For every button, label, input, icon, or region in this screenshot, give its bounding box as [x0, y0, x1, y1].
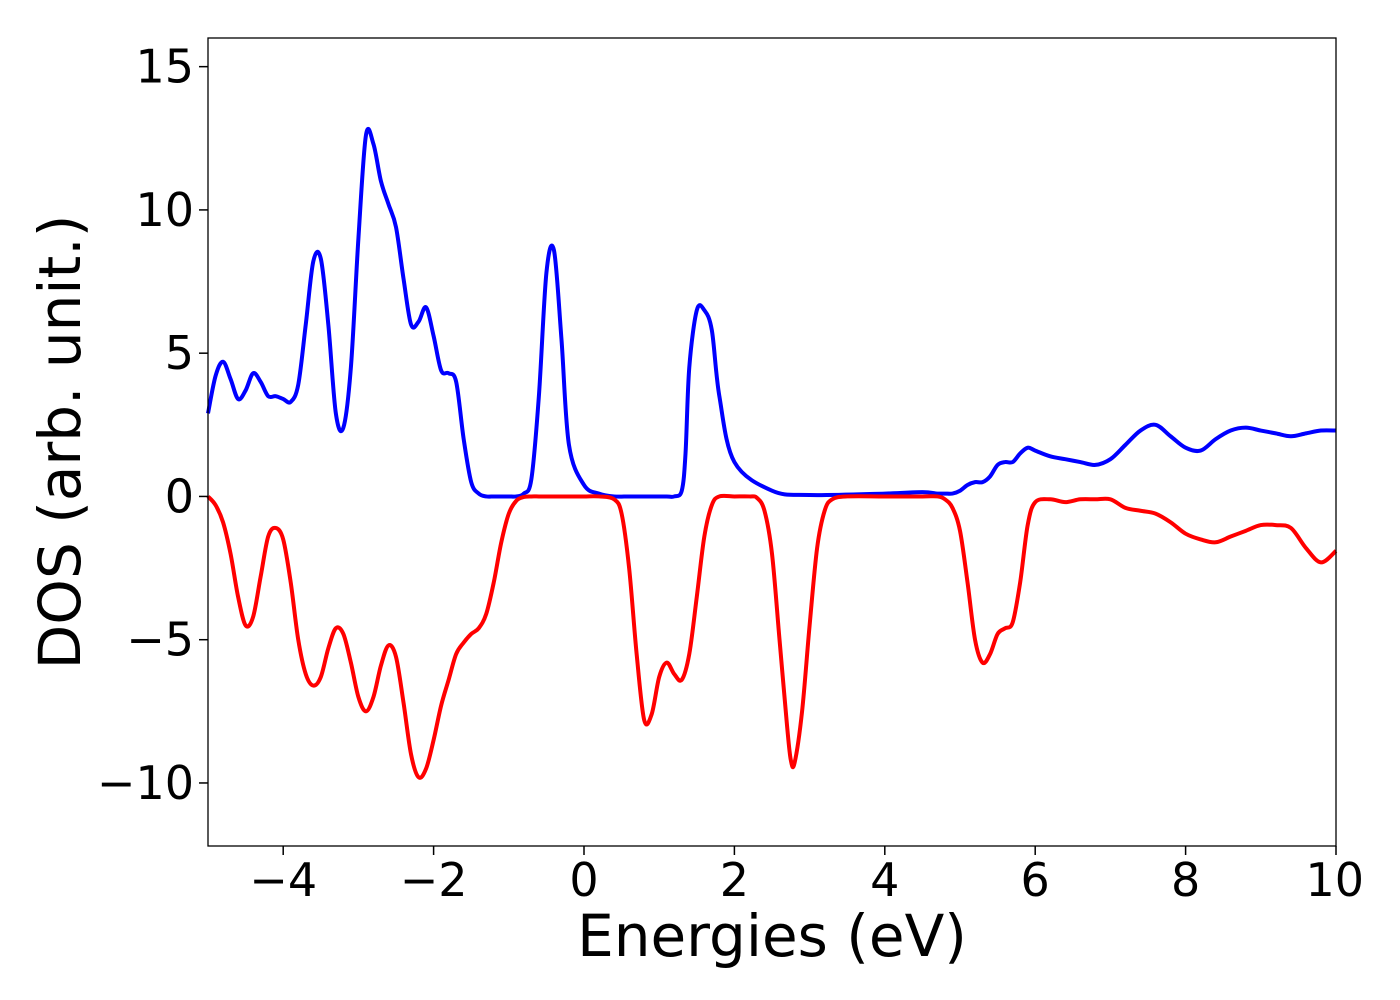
series-layer [206, 127, 1338, 780]
series-line-1 [206, 127, 1337, 499]
x-tick-label: 0 [569, 853, 598, 907]
x-tick-label: 2 [720, 853, 749, 907]
series-line-2 [206, 493, 1338, 780]
x-tick-label: −4 [249, 853, 317, 907]
y-tick-label: 15 [135, 40, 194, 94]
x-tick-label: 4 [870, 853, 899, 907]
y-tick-label: 10 [135, 183, 194, 237]
y-tick-label: 5 [165, 326, 194, 380]
x-tick-label: −2 [400, 853, 468, 907]
x-tick-label: 8 [1171, 853, 1200, 907]
x-tick-label: 10 [1305, 853, 1364, 907]
y-axis-title: DOS (arb. unit.) [26, 215, 94, 670]
y-axis: −10 −5 0 5 10 15 [97, 40, 208, 810]
x-tick-label: 6 [1021, 853, 1050, 907]
y-tick-label: −10 [97, 756, 194, 810]
y-tick-label: 0 [165, 469, 194, 523]
plot-frame [207, 37, 1337, 847]
x-axis: −4 −2 0 2 4 6 8 10 [249, 846, 1364, 907]
y-tick-label: −5 [126, 613, 194, 667]
x-axis-title: Energies (eV) [577, 902, 967, 970]
